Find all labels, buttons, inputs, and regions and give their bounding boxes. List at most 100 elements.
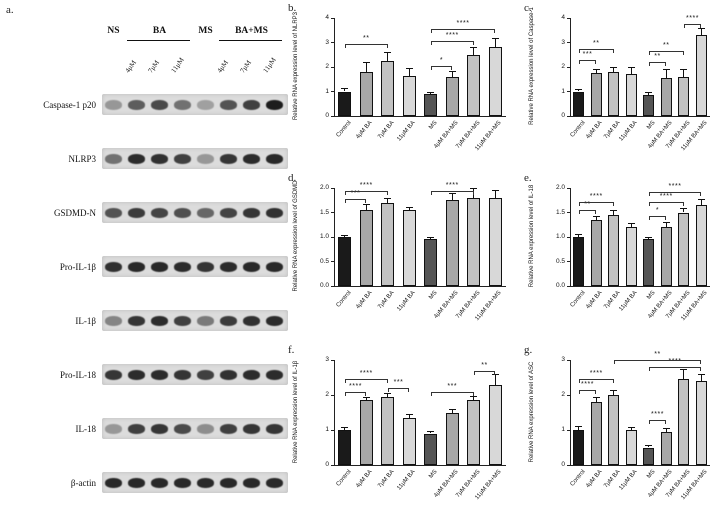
error-bar-cap	[448, 70, 456, 72]
bar	[695, 35, 707, 116]
y-tick-label: 2	[561, 63, 565, 70]
y-tick	[567, 91, 570, 92]
lane-group-label: BA	[152, 26, 167, 36]
dose-label: 4μM	[123, 58, 138, 75]
bar	[402, 75, 416, 116]
blot-band	[197, 261, 214, 272]
y-tick-label: 2.0	[319, 184, 329, 191]
significance-label: ****	[445, 32, 459, 40]
blot-band	[105, 261, 122, 272]
error-bar-line	[630, 223, 632, 228]
bar	[695, 205, 707, 286]
y-axis	[334, 18, 335, 116]
y-tick-label: 1	[325, 87, 329, 95]
y-tick	[331, 285, 334, 287]
panel-letter: f.	[288, 344, 295, 356]
blot-band	[197, 207, 214, 218]
y-tick	[567, 285, 570, 287]
blot-band	[174, 261, 191, 272]
y-tick	[331, 429, 334, 431]
y-tick	[567, 187, 570, 189]
blot-band	[220, 99, 237, 110]
bar	[338, 91, 352, 116]
x-tick-label: 11μM BA+MS	[474, 120, 503, 153]
x-tick-label: 7μM BA	[376, 290, 396, 311]
significance-bracket	[648, 191, 702, 196]
blot-band	[128, 423, 145, 434]
blot-band	[243, 477, 260, 488]
blot-band	[128, 207, 145, 218]
error-bar-line	[494, 37, 496, 48]
bar	[445, 76, 459, 116]
blot-strip	[102, 202, 288, 223]
significance-bracket	[344, 43, 388, 48]
error-bar-cap	[680, 368, 688, 370]
error-bar-line	[430, 431, 432, 434]
blot-row-label: NLRP3	[68, 154, 96, 164]
y-tick	[331, 17, 334, 19]
y-tick-label: 1.0	[319, 233, 329, 240]
error-bar-cap	[427, 237, 435, 238]
y-tick-label: 4	[561, 14, 565, 21]
error-bar-line	[578, 89, 580, 92]
blot-band	[220, 423, 237, 434]
x-tick-label: 4μM BA+MS	[433, 120, 460, 150]
error-bar-cap	[470, 396, 478, 398]
error-bar-line	[700, 27, 702, 36]
error-bar-line	[387, 52, 389, 61]
blot-band	[105, 99, 122, 110]
error-bar-cap	[362, 204, 370, 206]
error-bar-cap	[491, 37, 499, 39]
bar	[608, 71, 620, 116]
blot-band	[151, 369, 168, 380]
error-bar-cap	[592, 69, 600, 71]
significance-bracket	[578, 201, 614, 206]
y-axis	[570, 360, 571, 465]
dose-label: 7μM	[146, 58, 161, 75]
panel-a-letter: a.	[6, 4, 14, 16]
y-tick	[567, 236, 570, 238]
error-bar-line	[344, 427, 346, 430]
significance-bracket	[430, 29, 496, 34]
bar	[381, 396, 395, 465]
blot-band	[151, 477, 168, 488]
blot-band	[197, 315, 214, 326]
y-tick-label: 2.0	[555, 184, 565, 191]
significance-bracket	[648, 51, 684, 56]
blot-band	[128, 99, 145, 110]
significance-label: **	[363, 34, 370, 42]
bar	[488, 197, 502, 286]
error-bar-line	[365, 62, 367, 72]
x-tick-label: 4μM BA	[355, 120, 374, 141]
error-bar-line	[665, 69, 667, 78]
blot-band	[220, 315, 237, 326]
chart-panel-c: c. 0 1 2 3 4 Relative RNA expression level of …	[524, 2, 722, 168]
error-bar-cap	[627, 426, 635, 428]
bar	[359, 400, 373, 465]
significance-label: ****	[686, 15, 699, 23]
significance-label: **	[593, 39, 600, 47]
x-tick-label: 7μM BA+MS	[454, 469, 482, 499]
error-bar-cap	[592, 215, 600, 217]
error-bar-line	[451, 70, 453, 77]
y-axis	[334, 188, 335, 286]
y-tick-label: 2	[325, 391, 329, 398]
error-bar-line	[578, 425, 580, 430]
error-bar-line	[408, 68, 410, 76]
panel-letter: c.	[524, 2, 532, 14]
y-tick	[331, 261, 334, 262]
error-bar-cap	[405, 68, 413, 70]
significance-label: ****	[456, 20, 470, 28]
dose-label: 7μM	[238, 58, 253, 75]
error-bar-line	[344, 234, 346, 237]
error-bar-line	[630, 67, 632, 75]
error-bar-cap	[662, 428, 670, 430]
y-tick	[567, 66, 570, 68]
blot-strip	[102, 94, 288, 115]
lane-group-label: MS	[198, 26, 213, 36]
blot-band	[174, 153, 191, 164]
x-tick-label: 7μM BA	[376, 120, 396, 141]
error-bar-line	[430, 237, 432, 240]
blot-band	[197, 423, 214, 434]
y-tick	[567, 429, 570, 431]
